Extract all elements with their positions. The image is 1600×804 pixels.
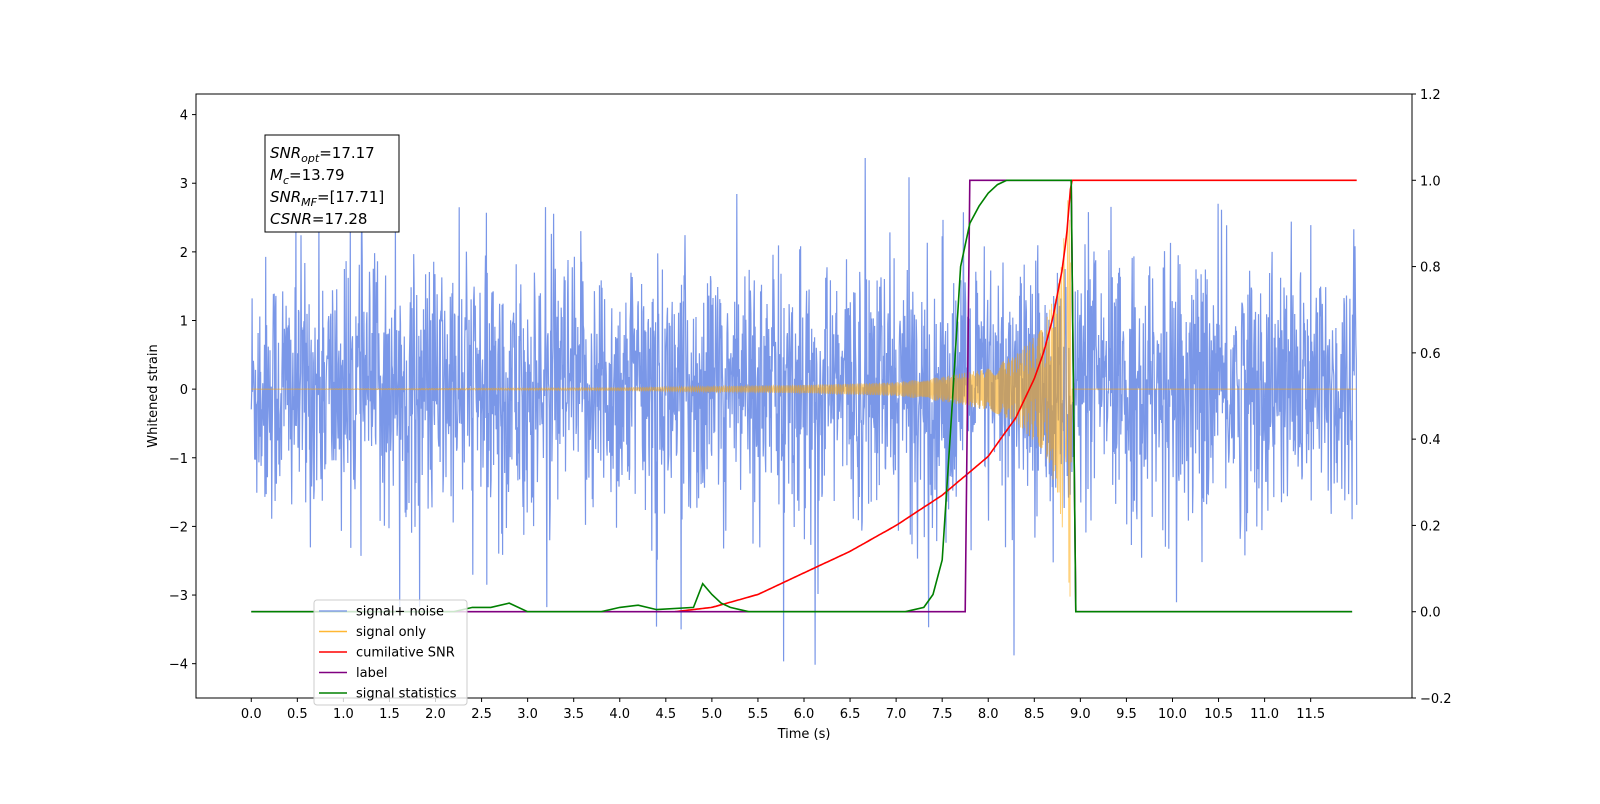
annotation-value: =13.79 [289, 166, 345, 184]
y2-tick-label: 0.0 [1420, 606, 1441, 621]
y-tick-label: 0 [180, 383, 188, 398]
x-axis: 0.0 0.5 1.0 1.5 2.0 2.5 3.0 3.5 4.0 4.5 5.0 5.5 6.0 6… [241, 698, 1325, 722]
x-tick-label: 10.5 [1204, 707, 1233, 722]
x-axis-label: Time (s) [777, 727, 831, 742]
annotation-symbol: CSNR [270, 210, 312, 228]
x-tick-label: 11.0 [1250, 707, 1279, 722]
x-tick-label: 1.0 [333, 707, 354, 722]
y-tick-label: −1 [169, 452, 188, 467]
y2-tick-label: 1.2 [1420, 88, 1441, 103]
y2-tick-label: 1.0 [1420, 174, 1441, 189]
annotation-line: SNRopt=17.17 [270, 144, 375, 165]
annotation-symbol: SNR [270, 188, 301, 206]
x-tick-label: 2.0 [425, 707, 446, 722]
x-tick-label: 4.5 [655, 707, 676, 722]
series-signal-only [251, 200, 1357, 597]
x-tick-label: 1.5 [379, 707, 400, 722]
annotation-subscript: MF [301, 196, 317, 209]
x-tick-label: 6.5 [840, 707, 861, 722]
y2-tick-label: 0.2 [1420, 519, 1441, 534]
x-tick-label: 8.0 [978, 707, 999, 722]
x-tick-label: 2.5 [471, 707, 492, 722]
x-tick-label: 7.0 [886, 707, 907, 722]
y-axis-label: Whitened strain [146, 344, 161, 447]
x-tick-label: 6.0 [794, 707, 815, 722]
y-tick-label: 3 [180, 177, 188, 192]
y-tick-label: −4 [169, 658, 188, 673]
y-axis-right: 1.2 1.0 0.8 0.6 0.4 0.2 0.0 −0.2 [1412, 88, 1452, 707]
x-tick-label: 7.5 [932, 707, 953, 722]
annotation-frame [264, 134, 400, 233]
series-cumulative-snr [674, 179, 1357, 613]
annotation-symbol: SNR [270, 144, 301, 162]
x-tick-label: 5.0 [702, 707, 723, 722]
x-tick-label: 11.5 [1296, 707, 1325, 722]
x-tick-label: 3.0 [517, 707, 538, 722]
annotation-line: SNRMF=[17.71] [270, 188, 384, 209]
legend: signal+ noise signal only cumilative SNR la… [313, 599, 468, 706]
annotation-value: =17.28 [312, 210, 368, 228]
legend-label: signal only [356, 625, 426, 640]
legend-label: signal+ noise [356, 605, 444, 620]
y2-tick-label: 0.6 [1420, 347, 1441, 362]
x-tick-label: 8.5 [1024, 707, 1045, 722]
data-layer [250, 157, 1358, 665]
annotation-symbol: M [270, 166, 283, 184]
annotation-subscript: c [283, 174, 289, 187]
y2-tick-label: 0.4 [1420, 433, 1441, 448]
y2-tick-label: −0.2 [1420, 692, 1452, 707]
y-axis-left: 4 3 2 1 0 −1 −2 −3 −4 [169, 109, 196, 673]
annotation-line: Mc=13.79 [270, 166, 345, 187]
x-tick-label: 9.5 [1116, 707, 1137, 722]
legend-label: label [356, 666, 387, 681]
x-tick-label: 4.0 [609, 707, 630, 722]
y-tick-label: 4 [180, 109, 188, 124]
legend-frame [313, 599, 468, 706]
x-tick-label: 0.5 [287, 707, 308, 722]
y-tick-label: 1 [180, 315, 188, 330]
x-tick-label: 0.0 [241, 707, 262, 722]
annotation-subscript: opt [301, 152, 320, 165]
x-tick-label: 5.5 [748, 707, 769, 722]
y2-tick-label: 0.8 [1420, 261, 1441, 276]
legend-label: cumilative SNR [356, 646, 455, 661]
x-tick-label: 10.0 [1158, 707, 1187, 722]
x-tick-label: 9.0 [1070, 707, 1091, 722]
annotation-line: CSNR=17.28 [270, 210, 367, 228]
annotation-value: =17.17 [319, 144, 375, 162]
y-tick-label: −2 [169, 520, 188, 535]
series-signal-statistics [251, 179, 1353, 613]
annotation-value: =[17.71] [317, 188, 384, 206]
annotation-box: SNRopt=17.17Mc=13.79SNRMF=[17.71]CSNR=17… [264, 134, 400, 233]
x-tick-label: 3.5 [563, 707, 584, 722]
y-tick-label: 2 [180, 246, 188, 261]
legend-label: signal statistics [356, 687, 457, 702]
y-tick-label: −3 [169, 589, 188, 604]
